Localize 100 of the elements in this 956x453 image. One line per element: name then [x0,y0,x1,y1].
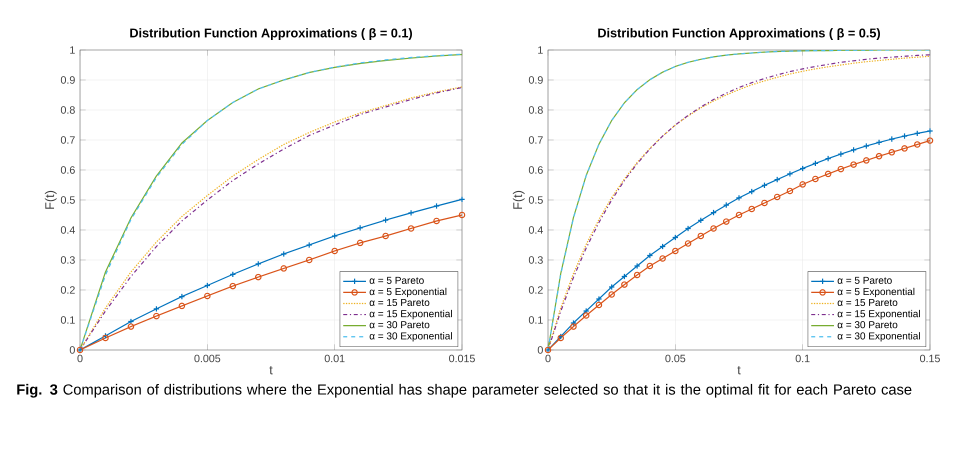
point [710,225,717,232]
point [774,194,780,200]
text: Fig. 3 Comparison of distributions where the Exponential has shape parameter selected so that it is the optimal fit for each Pareto case [17,384,912,398]
legend-label: α = 15 Pareto [370,299,430,306]
point [698,217,704,224]
point [608,284,615,290]
point [659,243,666,250]
y-tick-label: 0.7 [528,136,543,144]
x-tick-label: 0 [545,354,551,362]
x-axis-title: t [269,366,273,374]
point [596,302,602,308]
point [634,262,640,270]
point [838,166,844,172]
point [799,181,806,188]
point [582,308,590,314]
point [230,271,236,278]
point [672,248,679,254]
point [356,224,364,232]
point [901,145,908,152]
point [799,165,806,172]
point [255,260,262,268]
point [634,272,640,278]
point [710,209,717,216]
point [153,306,160,312]
x-axis-title: t [737,366,741,374]
y-tick-label: 0.2 [528,286,543,294]
point [230,282,236,290]
point [876,139,882,146]
y-tick-label: 0.1 [60,316,75,324]
point [812,176,819,182]
point [596,296,602,302]
y-axis-title: F(t) [44,190,57,209]
point [748,188,755,195]
point [306,242,312,248]
point [382,232,389,240]
y-tick-label: 0.3 [60,256,75,264]
point [786,188,794,194]
legend-label: α = 5 Pareto [370,276,424,284]
y-tick-label: 1 [538,46,543,54]
point [838,150,844,158]
point [178,302,186,310]
y-tick-label: 0 [70,346,75,354]
x-tick-label: 0 [77,354,83,362]
point [888,136,896,142]
legend-label: α = 5 Exponential [370,288,446,298]
x-tick-label: 0.015 [449,354,475,362]
point [812,160,819,167]
legend-label: α = 30 Pareto [370,321,430,328]
chart-title: Distribution Function Approximations ( β = 0.1) [130,28,412,40]
point [888,149,896,156]
x-tick-label: 0.1 [796,354,810,362]
y-tick-label: 0.9 [60,76,75,84]
point [306,256,312,264]
point [582,312,590,319]
point [850,146,857,154]
point [684,240,692,247]
point [408,210,414,216]
point [736,212,742,218]
point [331,232,338,240]
point [621,281,628,288]
chart-title: Distribution Function Approximations ( β = 0.5) [598,28,880,40]
y-tick-label: 0.7 [60,136,75,144]
point [331,248,338,254]
y-axis-title: F(t) [512,190,525,209]
x-tick-label: 0.01 [324,354,345,362]
legend-label: α = 30 Exponential [838,332,920,342]
point [863,142,870,150]
y-tick-label: 0.6 [60,166,75,174]
point [748,206,755,212]
point [774,176,780,183]
point [723,202,730,208]
point [876,152,882,160]
y-tick-label: 0.8 [528,106,543,114]
point [204,282,211,289]
point [914,130,921,137]
point [621,273,628,280]
legend-label: α = 15 Pareto [838,299,898,306]
legend-label: α = 30 Pareto [838,321,898,328]
point [914,141,921,148]
point [850,161,857,168]
point [736,194,742,202]
y-tick-label: 0.4 [60,226,75,234]
point [863,157,870,164]
point [698,232,704,240]
point [153,312,160,320]
point [684,225,692,232]
legend-label: α = 15 Exponential [838,310,920,320]
x-tick-label: 0.15 [920,354,940,362]
legend-label: α = 30 Exponential [370,332,452,342]
y-tick-label: 0.9 [528,76,543,84]
y-tick-label: 0 [538,346,543,354]
y-tick-label: 0.1 [528,316,543,324]
point [255,274,262,280]
point [723,218,730,225]
point [204,292,211,300]
point [824,170,832,178]
y-tick-label: 0.3 [528,256,543,264]
y-tick-label: 0.8 [60,106,75,114]
point [786,170,794,178]
y-tick-label: 0.2 [60,286,75,294]
